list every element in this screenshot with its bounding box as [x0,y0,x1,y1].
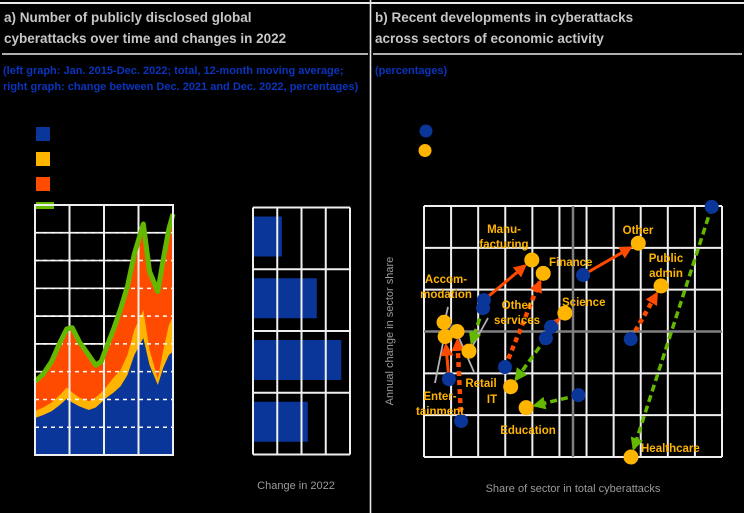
dot-healthcare-dec-2022 [623,449,639,465]
scatter-y-axis-label: Annual change in sector share [384,257,396,406]
area-plot-border [34,204,174,456]
dot-manufacturing-dec-2021 [476,293,491,308]
dot-science-dec-2022 [557,305,573,321]
legend-dot-dec-2021 [419,124,433,138]
legend-swatch-blue [36,127,50,141]
bar-chart [252,206,351,456]
dot-it-dec-2021 [538,331,553,346]
dot-other-dec-2022 [630,235,646,251]
panel-b-title: b) Recent developments in cyberattacks a… [375,7,739,49]
dot-it-dec-2022 [503,379,519,395]
panel-a-title-line1: a) Number of publicly disclosed global [4,10,252,25]
sector-label-other-services: services [494,315,540,327]
sector-label-other-services: Other [502,300,533,312]
sector-label-entertainment: Enter- [423,391,456,403]
dot-science-dec-2021 [544,319,559,334]
legend-dot-dec-2022 [418,144,432,157]
dot-finance-dec-2021 [498,360,513,375]
arrow-retail [451,337,465,422]
dot-entertainment-dec-2021 [441,372,456,387]
panel-a-subtitle: (left graph: Jan. 2015-Dec. 2022; total,… [3,65,359,93]
arrow-finance [502,279,542,368]
dot-finance-dec-2022 [535,265,551,281]
sector-label-it: IT [487,394,497,406]
panel-b-subtitle: (percentages) [375,65,448,77]
sector-label-healthcare: Healthcare [641,443,700,455]
label-leader-line [434,342,444,384]
change-bar-4 [253,401,308,442]
sector-label-public-admin: admin [649,268,683,280]
sector-label-retail: Retail [465,378,496,390]
sector-label-finance: Finance [549,257,592,269]
bar-chart-caption: Change in 2022 [257,480,335,492]
arrow-education [532,393,579,410]
dot-retail-dec-2021 [454,414,469,429]
sector-label-other: Other [623,225,654,237]
change-bar-3 [253,340,342,380]
scatter-x-axis-label: Share of sector in total cyberattacks [486,483,661,495]
sector-label-education: Education [500,425,556,437]
scatter-chart: Accom-modation Enter-tainment Retail Other s… [416,199,723,465]
dot-public-admin-dec-2022 [653,278,669,294]
dot-public-admin-dec-2021 [623,332,638,347]
area-total-line [33,213,176,384]
panel-b-title-line2: across sectors of economic activity [375,31,604,46]
dot-other-services-dec-2022 [461,343,477,359]
sector-label-manufacturing: facturing [479,239,528,251]
dot-education-dec-2021 [571,388,586,403]
dot-accommodation-dec-2022 [436,314,452,330]
sector-label-accommodation: Accom- [425,274,467,286]
sector-label-public-admin: Public [649,253,684,265]
panel-a-legend [36,127,54,209]
dot-other-dec-2021 [576,268,591,283]
legend-swatch-orange [36,177,50,191]
arrow-healthcare [630,206,714,451]
sector-label-manufacturing: Manu- [487,224,521,236]
panel-a-title-line2: cyberattacks over time and changes in 20… [4,31,287,46]
panel-b-legend [418,124,433,157]
area-chart [33,204,176,456]
dot-retail-dec-2022 [449,324,465,339]
arrow-manufacturing [482,264,527,302]
arrow-it [514,337,548,382]
sector-label-entertainment: tainment [416,406,464,418]
panel-b-title-line1: b) Recent developments in cyberattacks [375,10,634,25]
arrow-other [582,246,633,277]
panel-a-title: a) Number of publicly disclosed global c… [4,7,366,49]
dot-education-dec-2022 [518,400,534,416]
sector-label-accommodation: modation [420,289,472,301]
dot-healthcare-dec-2021 [704,199,719,214]
legend-swatch-yellow [36,152,50,166]
change-bar-2 [253,278,317,319]
sector-label-science: Science [562,297,605,309]
dot-entertainment-dec-2022 [437,329,453,345]
dot-manufacturing-dec-2022 [524,252,540,268]
